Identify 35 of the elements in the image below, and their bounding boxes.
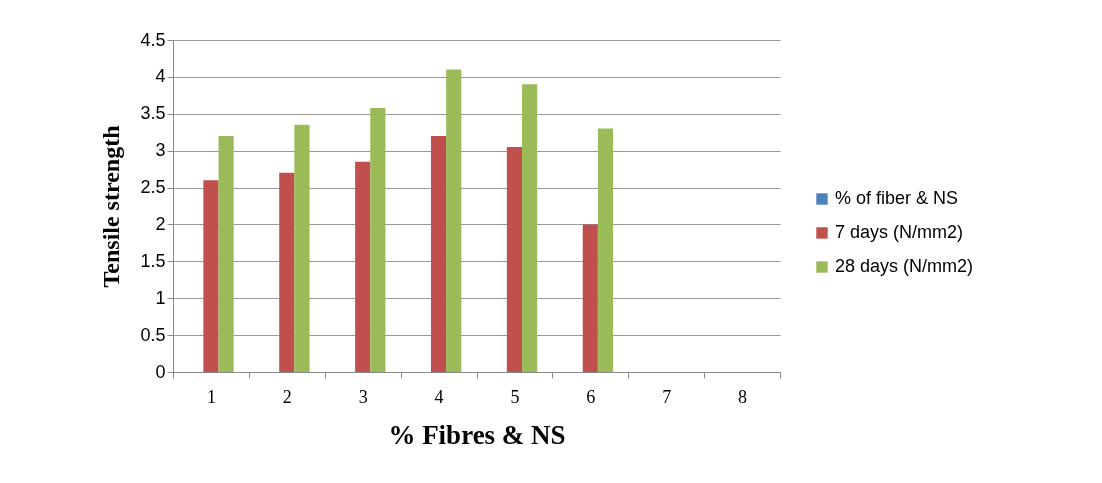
bar (203, 180, 219, 372)
bar (430, 135, 447, 372)
bar (294, 124, 310, 372)
y-tick-label: 2.5 (140, 177, 166, 198)
x-tick-label: 7 (662, 386, 672, 407)
y-tick-label: 2 (155, 213, 166, 234)
bar (355, 161, 371, 372)
bar (279, 172, 295, 372)
legend-label: 28 days (N/mm2) (835, 256, 974, 276)
bar (446, 69, 462, 372)
x-tick-label: 5 (510, 386, 520, 407)
bar (582, 224, 598, 372)
y-tick-label: 1 (155, 287, 166, 308)
bar (522, 84, 538, 372)
bar (597, 128, 614, 372)
legend-label: 7 days (N/mm2) (835, 222, 964, 242)
y-tick-label: 0.5 (140, 324, 166, 345)
y-axis-title: Tensile strength (98, 125, 125, 288)
x-tick-label: 3 (358, 386, 368, 407)
x-tick-label: 2 (282, 386, 292, 407)
x-tick-label: 4 (434, 386, 444, 407)
bar (506, 146, 523, 372)
x-tick-label: 8 (738, 386, 748, 407)
y-tick-label: 4.5 (140, 29, 166, 50)
x-tick-label: 6 (586, 386, 596, 407)
y-tick-label: 3.5 (140, 103, 166, 124)
y-tick-label: 3 (155, 140, 166, 161)
bar (370, 107, 386, 372)
legend-label: % of fiber & NS (835, 188, 959, 208)
y-tick-label: 0 (155, 361, 166, 382)
bar (218, 135, 234, 372)
x-axis-title: % Fibres & NS (388, 419, 566, 450)
y-tick-label: 4 (155, 66, 166, 87)
x-tick-label: 1 (206, 386, 216, 407)
y-tick-label: 1.5 (140, 250, 166, 271)
